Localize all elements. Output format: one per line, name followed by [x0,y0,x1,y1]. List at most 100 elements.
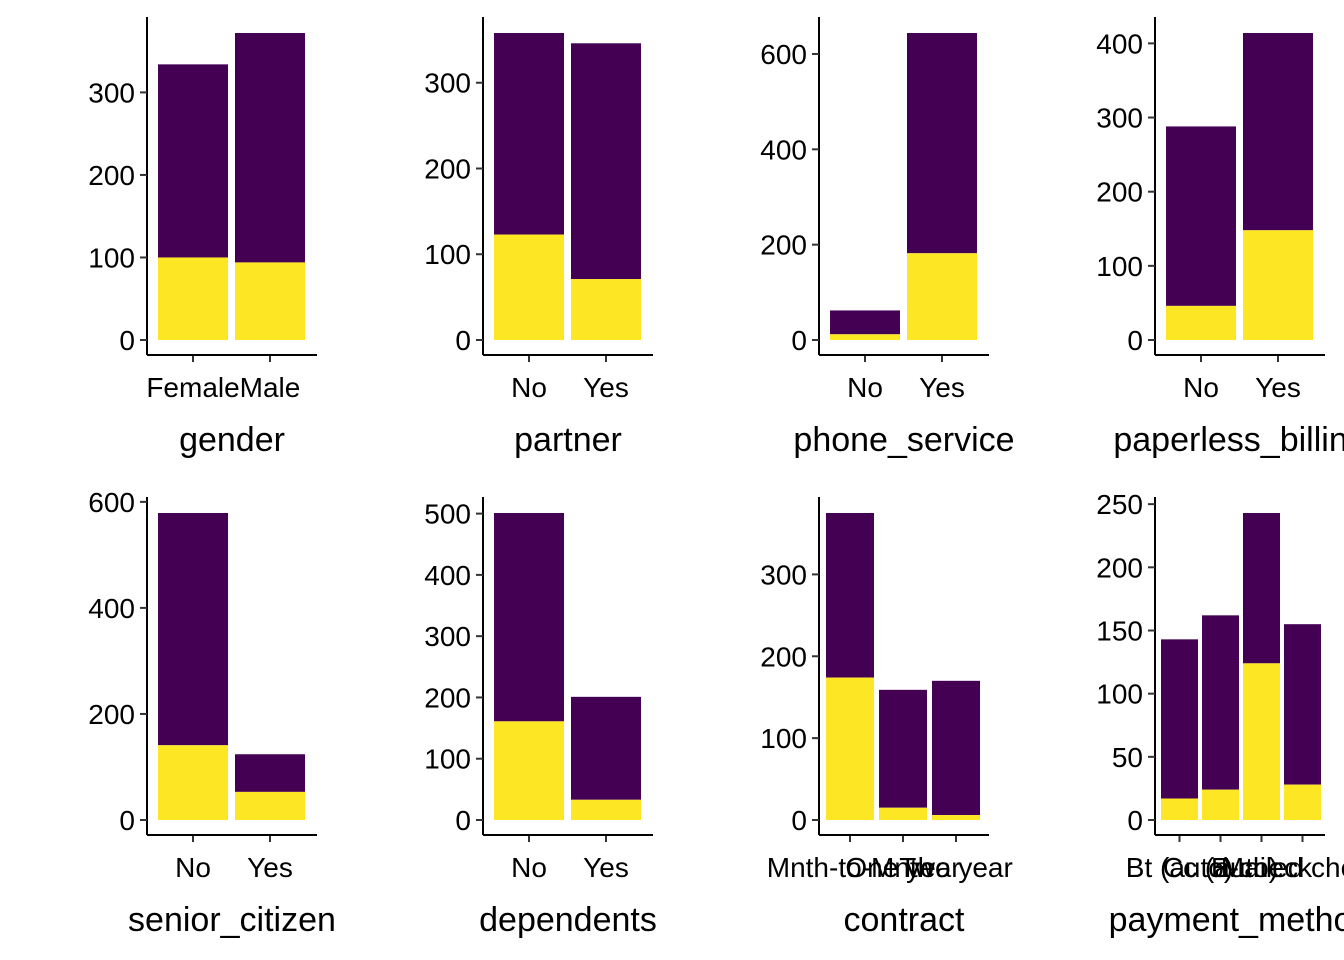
x-tick-label: Bt (auto) [1126,852,1233,883]
bar-churn-no [235,754,305,792]
x-tick-label: Yes [1255,372,1301,403]
y-tick-label: 200 [760,641,807,672]
x-tick-label: Female [146,372,239,403]
x-tick-label: Yes [583,852,629,883]
bar-churn-yes [879,807,927,820]
y-tick-label: 200 [88,160,135,191]
bar-churn-no [158,513,228,746]
y-tick-label: 100 [88,242,135,273]
y-tick-label: 400 [760,134,807,165]
bar-churn-no [1243,513,1280,664]
y-tick-label: 600 [760,39,807,70]
x-tick-label: No [847,372,883,403]
y-tick-label: 50 [1112,742,1143,773]
y-tick-label: 300 [424,621,471,652]
bar-churn-yes [1243,230,1313,340]
bar-churn-yes [1161,798,1198,820]
y-tick-label: 200 [424,153,471,184]
x-axis-title: paperless_billing [1113,421,1344,459]
bar-churn-no [494,513,564,722]
bar-churn-yes [907,253,977,340]
bar-churn-no [1202,615,1239,790]
y-tick-label: 100 [424,744,471,775]
bar-churn-no [830,310,900,335]
bar-churn-yes [1166,305,1236,340]
x-tick-label: E-check [1211,852,1313,883]
bar-churn-no [1243,33,1313,231]
x-tick-label: No [175,852,211,883]
bar-churn-no [1166,126,1236,306]
y-tick-label: 400 [88,593,135,624]
y-tick-label: 250 [1096,489,1143,520]
y-tick-label: 300 [88,77,135,108]
y-tick-label: 0 [455,325,471,356]
x-axis-title: dependents [479,901,657,939]
panel-senior-citizen: No Yes 0 200 400 600 senior_citizen [88,487,336,939]
bar-churn-yes [1284,784,1321,820]
panel-paperless-billing: No Yes 0 100 200 300 400 paperless_billing [1096,17,1344,459]
bar-churn-no [1284,624,1321,785]
x-axis-title: payment_method [1109,901,1344,939]
y-tick-label: 500 [424,499,471,530]
y-tick-label: 300 [1096,103,1143,134]
y-tick-label: 0 [119,805,135,836]
panel-dependents: No Yes 0 100 200 300 400 500 dependents [424,497,657,939]
x-tick-label: One year [845,852,960,883]
y-tick-label: 300 [424,68,471,99]
y-tick-label: 100 [1096,679,1143,710]
x-axis-title: gender [179,421,285,459]
x-tick-label: Yes [583,372,629,403]
y-tick-label: 0 [455,805,471,836]
panel-partner: No Yes 0 100 200 300 partner [424,17,653,459]
y-tick-label: 0 [1127,325,1143,356]
bar-churn-yes [158,257,228,340]
y-tick-label: 200 [88,699,135,730]
bar-churn-yes [571,279,641,340]
y-tick-label: 0 [119,325,135,356]
y-tick-label: 600 [88,487,135,518]
y-tick-label: 100 [1096,251,1143,282]
x-tick-label: Male [240,372,301,403]
x-tick-label: Two year [899,852,1013,883]
bar-churn-no [907,33,977,254]
x-tick-label: No [511,372,547,403]
panel-phone-service: No Yes 0 200 400 600 phone_service [760,17,1015,459]
bar-churn-yes [494,234,564,340]
x-tick-label: Yes [919,372,965,403]
x-axis-title: senior_citizen [128,901,336,939]
bar-churn-no [932,680,980,816]
bar-churn-yes [830,334,900,340]
y-tick-label: 300 [760,559,807,590]
bar-churn-yes [1202,789,1239,820]
y-tick-label: 100 [760,723,807,754]
y-tick-label: 200 [760,230,807,261]
bar-churn-no [826,513,874,678]
bar-churn-no [494,33,564,235]
y-tick-label: 100 [424,239,471,270]
y-tick-label: 150 [1096,615,1143,646]
x-tick-label: Yes [247,852,293,883]
bar-churn-no [1161,639,1198,799]
bar-churn-yes [932,815,980,820]
y-tick-label: 400 [424,560,471,591]
panel-gender: Female Male 0 100 200 300 gender [88,17,317,459]
y-tick-label: 200 [424,682,471,713]
x-axis-title: phone_service [793,421,1014,459]
bar-churn-yes [158,745,228,820]
x-tick-label: No [511,852,547,883]
x-tick-label: Mnth-to-Mnth [767,852,934,883]
y-tick-label: 400 [1096,28,1143,59]
x-tick-label: No [1183,372,1219,403]
bar-churn-yes [494,721,564,820]
y-tick-label: 200 [1096,552,1143,583]
bar-churn-yes [235,262,305,340]
x-tick-label: Mailed check [1221,852,1344,883]
x-tick-label: Cc (auto) [1163,852,1278,883]
y-tick-label: 0 [791,805,807,836]
y-tick-label: 0 [1127,805,1143,836]
bar-churn-no [158,64,228,258]
bar-churn-no [571,696,641,800]
